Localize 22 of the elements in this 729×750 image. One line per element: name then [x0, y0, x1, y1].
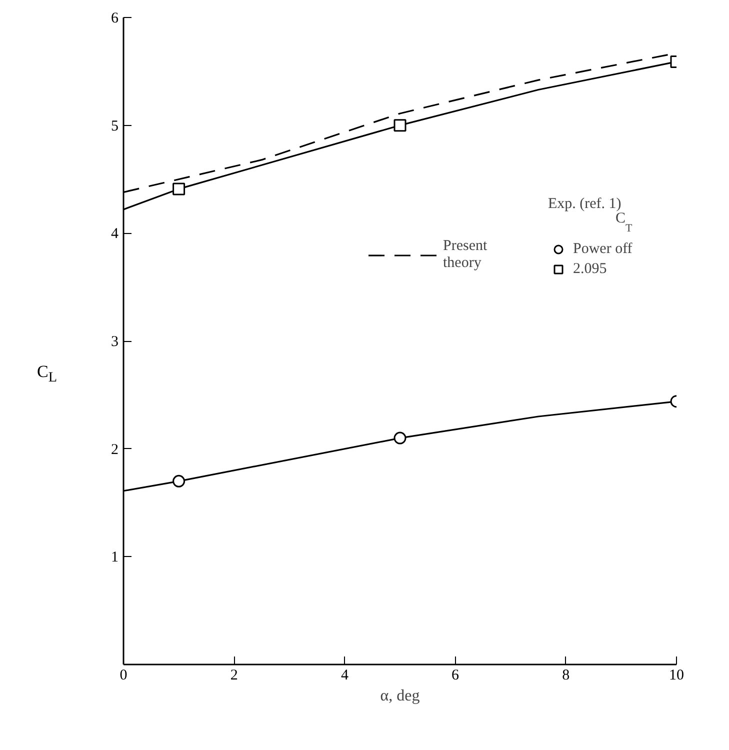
legend-label: 2.095: [573, 260, 607, 278]
y-tick-label: 2: [111, 442, 118, 458]
legend-label: Present theory: [443, 238, 488, 272]
x-axis-title: α, deg: [380, 688, 420, 704]
y-tick-label: 4: [111, 226, 119, 242]
x-tick-label: 10: [669, 668, 684, 684]
y-tick-label: 5: [111, 118, 118, 134]
y-tick-label: 1: [111, 550, 118, 566]
x-tick-label: 0: [120, 668, 128, 684]
y-tick-label: 6: [111, 10, 119, 26]
y-tick-label: 3: [111, 334, 118, 350]
x-tick-label: 4: [340, 668, 349, 684]
point: [172, 182, 186, 196]
point: [394, 432, 406, 444]
x-tick-label: 6: [452, 668, 460, 684]
point: [172, 474, 186, 488]
legend-label: Power off: [573, 240, 632, 258]
point: [394, 119, 406, 132]
x-tick-label: 8: [562, 668, 570, 684]
y-axis-title: C$_{L}$: [37, 361, 57, 388]
x-tick-label: 2: [230, 668, 238, 684]
legend-title: Exp. (ref. 1): [548, 196, 622, 212]
